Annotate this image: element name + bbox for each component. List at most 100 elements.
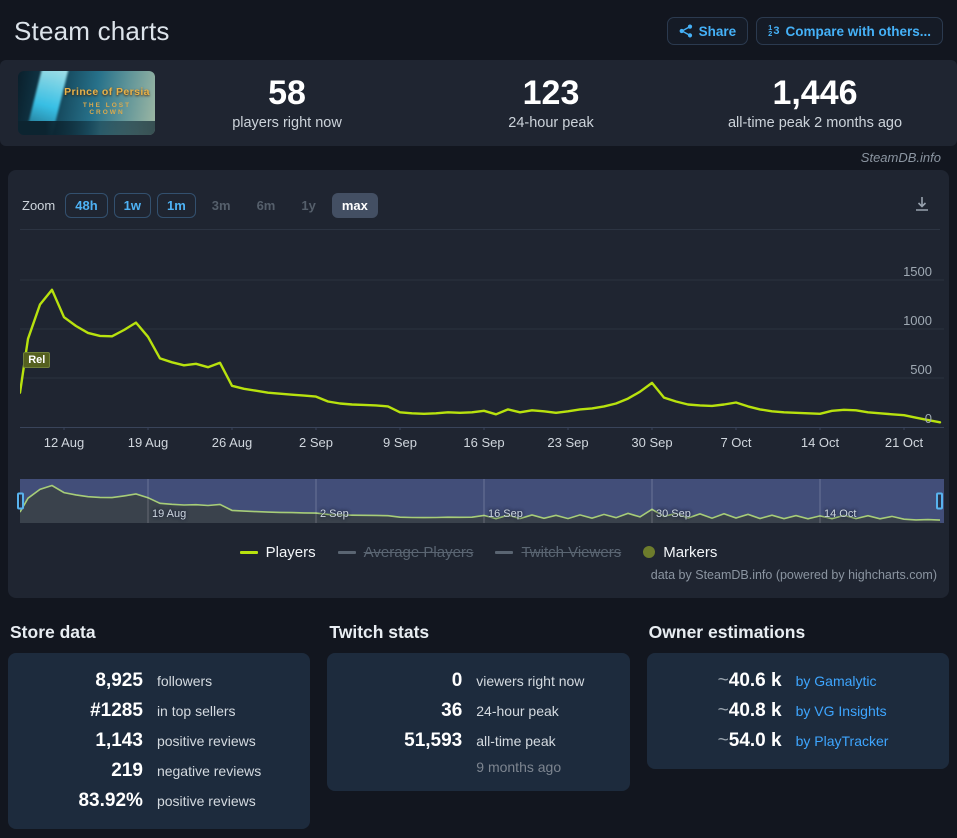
markers-dot-swatch	[643, 546, 656, 558]
twitch-row-alltime-peak: 51,593 all-time peak	[343, 726, 613, 756]
navigator-tick-label: 2 Sep	[320, 508, 349, 520]
y-tick-label: 1500	[903, 263, 932, 279]
stat-players-now: 58 players right now	[155, 75, 419, 131]
twitch-row-viewers-now: 0 viewers right now	[343, 666, 613, 696]
stat-24h-peak-label: 24-hour peak	[508, 115, 594, 131]
legend-average-players-label: Average Players	[363, 543, 474, 561]
zoom-label: Zoom	[22, 197, 56, 213]
twitch-alltime-peak-value: 51,593	[404, 730, 463, 751]
navigator-tick-label: 14 Oct	[824, 508, 857, 520]
navigator-left-handle[interactable]	[17, 492, 24, 510]
positive-percent-label: positive reviews	[156, 793, 256, 809]
zoom-max-button[interactable]: max	[331, 192, 378, 218]
stat-alltime-peak-value: 1,446	[772, 74, 858, 112]
tilde-prefix: ~	[717, 670, 729, 691]
store-data-panel: Store data 8,925 followers #1285 in top …	[8, 622, 311, 829]
stat-alltime-peak-label: all-time peak 2 months ago	[727, 115, 903, 131]
legend-item-average-players[interactable]: Average Players	[337, 543, 474, 561]
positive-reviews-value: 1,143	[95, 730, 143, 751]
steamdb-watermark: SteamDB.info	[860, 150, 941, 165]
chart-credits: data by SteamDB.info (powered by highcha…	[650, 568, 937, 582]
tilde-prefix: ~	[717, 700, 729, 721]
zoom-48h-button[interactable]: 48h	[65, 192, 108, 218]
twitch-stats-panel: Twitch stats 0 viewers right now 36 24-h…	[327, 622, 630, 829]
owners-row-playtracker: ~54.0 k by PlayTracker	[663, 726, 933, 756]
twitch-viewers-line-swatch	[495, 550, 514, 554]
legend-item-twitch-viewers[interactable]: Twitch Viewers	[495, 544, 621, 561]
stats-band: Prince of Persia THE LOST CROWN 58 playe…	[0, 60, 957, 146]
zoom-1w-button[interactable]: 1w	[113, 192, 151, 218]
store-row-top-sellers: #1285 in top sellers	[24, 696, 294, 726]
legend-item-players[interactable]: Players	[239, 543, 316, 561]
stat-alltime-peak: 1,446 all-time peak 2 months ago	[683, 75, 947, 131]
playtracker-link[interactable]: by PlayTracker	[795, 733, 889, 749]
gamalytic-value: 40.6 k	[728, 670, 782, 691]
negative-reviews-label: negative reviews	[156, 763, 262, 779]
x-tick-label: 21 Oct	[884, 435, 924, 450]
share-button[interactable]: Share	[666, 17, 749, 45]
x-axis-labels: 12 Aug 19 Aug 26 Aug 2 Sep 9 Sep 16 Sep 23 Sep…	[20, 426, 940, 462]
release-marker[interactable]: Rel	[23, 352, 51, 369]
store-row-followers: 8,925 followers	[24, 666, 294, 696]
twitch-stats-title: Twitch stats	[329, 622, 430, 642]
stat-players-now-value: 58	[268, 74, 306, 112]
store-row-positive-reviews: 1,143 positive reviews	[24, 726, 294, 756]
zoom-1y-button: 1y	[291, 193, 325, 218]
bottom-panels: Store data 8,925 followers #1285 in top …	[8, 622, 949, 829]
average-players-line-swatch	[337, 550, 356, 554]
game-capsule-image[interactable]: Prince of Persia THE LOST CROWN	[18, 71, 155, 135]
x-tick-label: 7 Oct	[720, 435, 752, 450]
zoom-1m-button[interactable]: 1m	[156, 192, 196, 218]
x-tick-label: 30 Sep	[631, 435, 673, 450]
y-tick-label: 0	[924, 411, 932, 426]
navigator-tick-label: 30 Sep	[656, 508, 691, 520]
owner-estimations-title: Owner estimations	[648, 622, 806, 642]
page-title: Steam charts	[14, 15, 170, 46]
twitch-alltime-peak-label: all-time peak	[476, 733, 556, 749]
twitch-viewers-now-label: viewers right now	[476, 673, 585, 689]
players-line-chart	[20, 279, 944, 430]
x-tick-label: 2 Sep	[299, 435, 333, 450]
download-chart-icon[interactable]	[913, 195, 937, 216]
navigator-tick-label: 19 Aug	[152, 508, 187, 520]
x-tick-label: 14 Oct	[800, 435, 840, 450]
vginsights-value: 40.8 k	[728, 700, 782, 721]
navigator-right-handle[interactable]	[936, 492, 943, 510]
twitch-viewers-now-value: 0	[451, 670, 463, 691]
x-tick-label: 23 Sep	[547, 435, 589, 450]
positive-reviews-label: positive reviews	[156, 733, 256, 749]
followers-value: 8,925	[95, 670, 143, 691]
legend-players-label: Players	[265, 543, 316, 561]
positive-percent-value: 83.92%	[78, 790, 143, 811]
gamalytic-link[interactable]: by Gamalytic	[795, 673, 877, 689]
stat-24h-peak-value: 123	[522, 74, 580, 112]
capsule-title: Prince of Persia	[64, 86, 150, 98]
twitch-row-24h-peak: 36 24-hour peak	[343, 696, 613, 726]
x-tick-label: 9 Sep	[383, 435, 417, 450]
legend-item-markers[interactable]: Markers	[643, 544, 717, 561]
owner-estimations-panel: Owner estimations ~40.6 k by Gamalytic ~…	[646, 622, 949, 829]
stat-24h-peak: 123 24-hour peak	[419, 75, 683, 131]
x-tick-label: 12 Aug	[43, 435, 85, 450]
legend-markers-label: Markers	[663, 543, 718, 561]
chart-navigator[interactable]: 19 Aug 2 Sep 16 Sep 30 Sep 14 Oct	[17, 479, 944, 523]
legend-twitch-viewers-label: Twitch Viewers	[521, 543, 622, 561]
main-chart-plot[interactable]: 0 500 1000 1500 Rel	[20, 229, 944, 430]
y-tick-label: 1000	[903, 312, 932, 328]
top-sellers-value: #1285	[90, 700, 143, 721]
followers-label: followers	[156, 673, 213, 689]
vginsights-link[interactable]: by VG Insights	[795, 703, 887, 719]
y-tick-label: 500	[910, 361, 932, 377]
chart-legend: Players Average Players Twitch Viewers M…	[8, 541, 949, 563]
zoom-toolbar: Zoom 48h 1w 1m 3m 6m 1y max	[8, 170, 949, 219]
x-tick-label: 19 Aug	[127, 435, 169, 450]
store-data-title: Store data	[10, 622, 96, 642]
zoom-3m-button: 3m	[202, 193, 241, 218]
players-line-swatch	[239, 550, 258, 554]
negative-reviews-value: 219	[111, 760, 143, 781]
navigator-minichart	[20, 479, 944, 523]
top-sellers-label: in top sellers	[156, 703, 236, 719]
